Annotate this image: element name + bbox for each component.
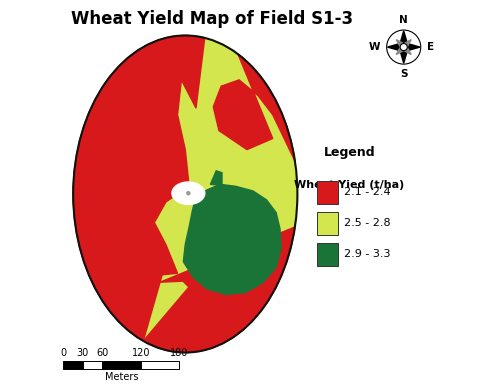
Text: 2.5 - 2.8: 2.5 - 2.8 [343,218,390,229]
Text: 30: 30 [77,348,89,358]
Circle shape [399,43,406,51]
Polygon shape [210,171,221,185]
Polygon shape [395,45,405,55]
FancyBboxPatch shape [316,212,337,235]
Polygon shape [401,40,410,49]
Text: N: N [398,15,407,25]
Polygon shape [398,47,407,63]
Polygon shape [150,169,166,190]
Polygon shape [398,31,407,47]
Polygon shape [146,134,167,159]
Text: 2.1 - 2.4: 2.1 - 2.4 [343,187,390,197]
FancyBboxPatch shape [141,361,179,369]
FancyBboxPatch shape [63,361,83,369]
Polygon shape [183,184,281,294]
Polygon shape [143,214,295,353]
Text: Meters: Meters [105,372,138,382]
Text: 120: 120 [131,348,150,358]
Polygon shape [73,35,204,341]
Text: W: W [368,42,379,52]
Text: 60: 60 [96,348,108,358]
FancyBboxPatch shape [83,361,102,369]
Ellipse shape [172,182,204,204]
Text: S: S [399,69,407,79]
Text: Wheat Yied (t/ha): Wheat Yied (t/ha) [294,180,404,191]
Text: Legend: Legend [323,146,375,159]
Polygon shape [401,45,410,55]
Polygon shape [387,42,403,52]
FancyBboxPatch shape [102,361,141,369]
Ellipse shape [73,35,297,353]
Polygon shape [395,40,405,49]
Text: E: E [426,42,433,52]
Polygon shape [213,54,295,161]
FancyBboxPatch shape [316,181,337,204]
FancyBboxPatch shape [316,243,337,265]
Text: Wheat Yield Map of Field S1-3: Wheat Yield Map of Field S1-3 [71,10,353,28]
Text: 180: 180 [170,348,188,358]
Circle shape [186,192,189,195]
Polygon shape [403,42,419,52]
Text: 2.9 - 3.3: 2.9 - 3.3 [343,249,389,259]
Text: 0: 0 [60,348,67,358]
